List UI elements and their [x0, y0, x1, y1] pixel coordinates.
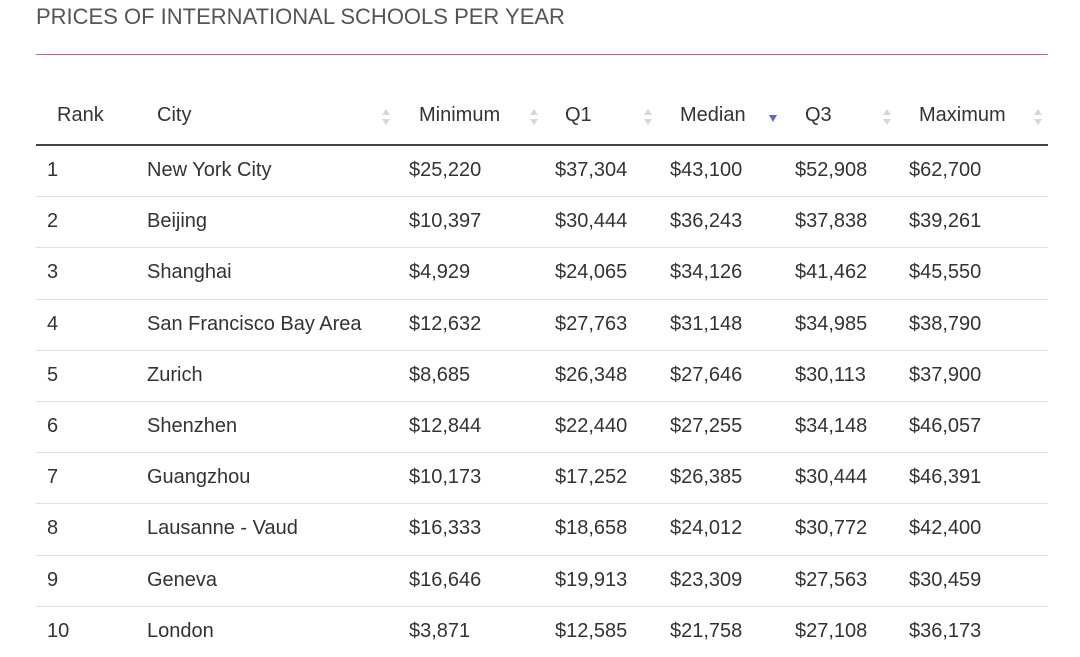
sort-maximum-icon[interactable] [1034, 108, 1044, 128]
header-q3[interactable]: Q3 [805, 104, 832, 126]
cell-rank: 2 [47, 210, 59, 233]
header-maximum[interactable]: Maximum [919, 104, 1006, 126]
cell-median: $27,646 [670, 363, 743, 386]
page-title: PRICES OF INTERNATIONAL SCHOOLS PER YEAR [36, 4, 565, 29]
header-minimum[interactable]: Minimum [419, 104, 501, 126]
cell-minimum: $16,646 [409, 568, 482, 591]
cell-minimum: $16,333 [409, 517, 482, 540]
table-row: 5 Zurich $8,685 $26,348 $27,646 $30,113 $37,90… [36, 351, 1048, 402]
cell-q1: $22,440 [555, 414, 628, 437]
cell-minimum: $4,929 [409, 261, 471, 284]
cell-city: San Francisco Bay Area [147, 312, 362, 335]
cell-maximum: $37,900 [909, 363, 982, 386]
cell-minimum: $8,685 [409, 363, 471, 386]
cell-q3: $30,113 [795, 363, 866, 386]
table-row: 10 London $3,871 $12,585 $21,758 $27,108 $36,1… [36, 607, 1048, 657]
cell-city: Beijing [147, 210, 208, 233]
cell-median: $43,100 [670, 159, 743, 181]
cell-city: Shanghai [147, 261, 232, 284]
cell-q3: $27,563 [795, 568, 868, 591]
cell-q1: $19,913 [555, 568, 628, 591]
sort-q1-icon[interactable] [644, 108, 654, 128]
header-city[interactable]: City [157, 104, 192, 126]
cell-median: $31,148 [670, 312, 743, 335]
cell-maximum: $45,550 [909, 261, 982, 284]
cell-minimum: $3,871 [409, 619, 471, 642]
cell-city: Lausanne - Vaud [147, 517, 298, 540]
cell-q3: $27,108 [795, 619, 868, 642]
cell-q1: $18,658 [555, 517, 628, 540]
title-divider [36, 54, 1048, 55]
cell-q3: $34,148 [795, 414, 868, 437]
cell-minimum: $10,397 [409, 210, 482, 233]
cell-maximum: $30,459 [909, 568, 982, 591]
cell-minimum: $12,844 [409, 414, 482, 437]
cell-q1: $17,252 [555, 466, 628, 489]
cell-maximum: $36,173 [909, 619, 982, 642]
cell-maximum: $46,057 [909, 414, 982, 437]
table-row: 3 Shanghai $4,929 $24,065 $34,126 $41,462 $45,… [36, 248, 1048, 300]
sort-median-descending-icon[interactable] [769, 108, 779, 128]
sort-city-icon[interactable] [382, 108, 392, 128]
header-rank[interactable]: Rank [57, 104, 104, 126]
table-header: Rank City Minimum Q1 Median Q3 Maximum [36, 90, 1048, 146]
cell-city: Guangzhou [147, 466, 251, 489]
table-row: 8 Lausanne - Vaud $16,333 $18,658 $24,012 $30… [36, 504, 1048, 556]
cell-q1: $37,304 [555, 159, 628, 181]
header-q1[interactable]: Q1 [565, 104, 592, 126]
cell-minimum: $10,173 [409, 466, 482, 489]
cell-rank: 8 [47, 517, 59, 540]
cell-median: $21,758 [670, 619, 743, 642]
cell-median: $24,012 [670, 517, 743, 540]
cell-q1: $30,444 [555, 210, 628, 233]
prices-table: Rank City Minimum Q1 Median Q3 Maximum 1… [36, 90, 1048, 657]
cell-rank: 10 [47, 619, 70, 642]
cell-maximum: $46,391 [909, 466, 982, 489]
cell-minimum: $25,220 [409, 159, 482, 181]
cell-q3: $30,444 [795, 466, 868, 489]
cell-q1: $24,065 [555, 261, 628, 284]
cell-city: London [147, 619, 214, 642]
cell-q1: $26,348 [555, 363, 628, 386]
cell-rank: 1 [47, 159, 59, 181]
cell-median: $36,243 [670, 210, 743, 233]
cell-q1: $12,585 [555, 619, 628, 642]
cell-minimum: $12,632 [409, 312, 482, 335]
cell-maximum: $62,700 [909, 159, 982, 181]
cell-q3: $30,772 [795, 517, 868, 540]
cell-rank: 4 [47, 312, 59, 335]
table-row: 9 Geneva $16,646 $19,913 $23,309 $27,563 $30,4… [36, 556, 1048, 607]
cell-city: Geneva [147, 568, 218, 591]
cell-rank: 7 [47, 466, 59, 489]
header-median[interactable]: Median [680, 104, 746, 126]
cell-city: New York City [147, 159, 272, 181]
table-row: 1 New York City $25,220 $37,304 $43,100 $52,9… [36, 146, 1048, 198]
cell-q3: $34,985 [795, 312, 868, 335]
cell-maximum: $38,790 [909, 312, 982, 335]
table-row: 7 Guangzhou $10,173 $17,252 $26,385 $30,444 $4… [36, 453, 1048, 505]
sort-minimum-icon[interactable] [530, 108, 540, 128]
cell-median: $23,309 [670, 568, 743, 591]
table-row: 4 San Francisco Bay Area $12,632 $27,763 $31… [36, 300, 1048, 351]
cell-maximum: $42,400 [909, 517, 982, 540]
cell-rank: 5 [47, 363, 59, 386]
cell-city: Shenzhen [147, 414, 238, 437]
cell-maximum: $39,261 [909, 210, 982, 233]
cell-q3: $41,462 [795, 261, 868, 284]
sort-q3-icon[interactable] [883, 108, 893, 128]
cell-city: Zurich [147, 363, 203, 386]
cell-median: $26,385 [670, 466, 743, 489]
cell-rank: 6 [47, 414, 59, 437]
cell-q3: $37,838 [795, 210, 868, 233]
cell-rank: 9 [47, 568, 59, 591]
cell-median: $27,255 [670, 414, 743, 437]
table-row: 2 Beijing $10,397 $30,444 $36,243 $37,838 $39,… [36, 197, 1048, 249]
cell-q3: $52,908 [795, 159, 868, 181]
table-body: 1 New York City $25,220 $37,304 $43,100 $52,9… [36, 146, 1048, 657]
cell-median: $34,126 [670, 261, 743, 284]
table-row: 6 Shenzhen $12,844 $22,440 $27,255 $34,148 $46… [36, 402, 1048, 454]
cell-q1: $27,763 [555, 312, 628, 335]
cell-rank: 3 [47, 261, 59, 284]
